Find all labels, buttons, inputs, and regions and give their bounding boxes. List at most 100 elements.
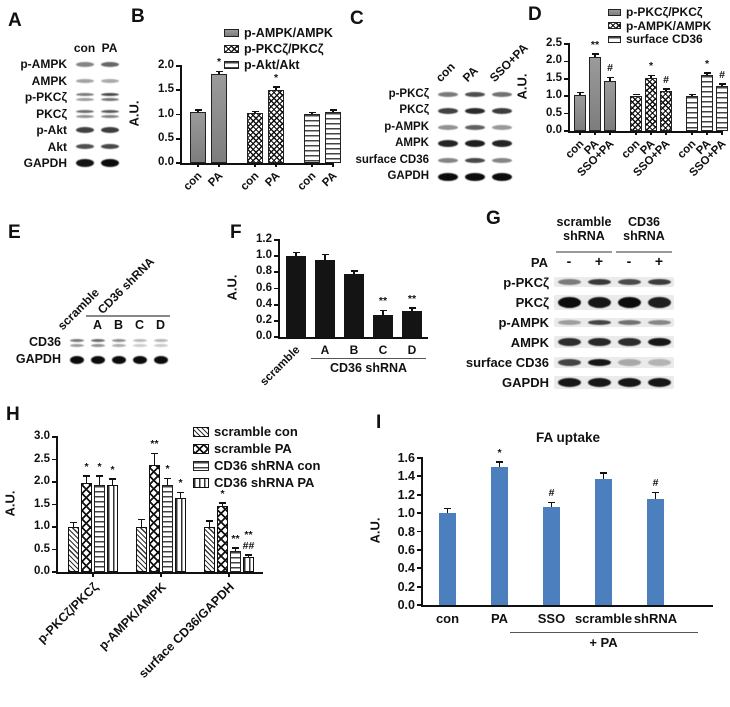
x-tick-label: shRNA [633, 611, 678, 626]
error-bar-cap [329, 109, 337, 111]
y-tick [416, 457, 423, 459]
y-tick-label: 0.2 [397, 579, 415, 594]
x-axis [568, 131, 722, 133]
blot-row-label: AMPK [31, 73, 67, 88]
y-tick-label: 0.0 [256, 330, 272, 342]
error-bar-whisker [498, 462, 501, 468]
y-tick [563, 60, 570, 63]
bar [230, 550, 241, 572]
y-tick [51, 526, 58, 528]
y-tick [273, 239, 280, 241]
blot-lane [72, 144, 97, 150]
blot-lane [150, 338, 171, 347]
y-tick-label: 2.5 [34, 452, 50, 465]
x-axis [421, 605, 713, 607]
blot-row-label: PKCζ [399, 104, 429, 116]
bar [439, 513, 456, 605]
blot-lane [66, 355, 87, 364]
y-tick-label: 1.4 [397, 469, 415, 484]
significance-label: ** [150, 438, 159, 451]
panel-c-blot: p-PKCζ PKCζ p-AMPK AMPK surface CD36 GAPDH [350, 86, 520, 185]
blot-lane [434, 107, 461, 114]
blot-band [491, 107, 512, 114]
error-bar-whisker [166, 479, 169, 485]
panel-e-label: E [8, 222, 21, 243]
blot-row: surface CD36 [350, 152, 520, 169]
y-tick-label: 1.2 [397, 487, 415, 502]
blot-band [557, 358, 581, 366]
significance-label: * [97, 460, 102, 473]
blot-lane [614, 377, 644, 387]
panel-g-pa-row-label: PA [530, 255, 548, 270]
blot-band [587, 319, 611, 325]
blot-lane [129, 338, 150, 347]
panel-g-group-scramble-shrna: scramble shRNA [556, 215, 612, 244]
x-axis [180, 163, 332, 165]
bar [190, 111, 206, 163]
significance-label: # [652, 476, 659, 489]
significance-label: # [663, 73, 669, 86]
blot-lanes [554, 277, 674, 287]
x-tick-label: C [378, 343, 388, 357]
significance-label: * [273, 71, 279, 84]
blot-lane [488, 157, 515, 163]
blot-band [491, 124, 512, 130]
blot-row-label: GAPDH [387, 170, 429, 182]
blot-lane [87, 355, 108, 364]
blot-lane [644, 377, 674, 387]
blot-lane [614, 296, 644, 308]
blot-row-label: PKCζ [36, 106, 67, 121]
group-underline [311, 358, 426, 360]
blot-lane [97, 127, 122, 134]
blot-row-label: CD36 [29, 335, 61, 350]
blot-band [557, 338, 581, 346]
legend-swatch [193, 477, 209, 488]
legend-swatch [193, 426, 209, 437]
x-tick [650, 131, 652, 135]
blot-band [90, 343, 105, 347]
bar [574, 94, 586, 131]
blot-lanes [72, 144, 122, 150]
blot-lane [488, 91, 515, 97]
blot-row: PKCζ [4, 106, 134, 123]
y-tick-label: 0.8 [397, 524, 415, 539]
panel-g-label: G [486, 208, 501, 229]
blot-row: GAPDH [350, 169, 520, 186]
blot-lane [584, 296, 614, 308]
blot-lanes [434, 107, 515, 114]
blot-lanes [66, 338, 171, 347]
blot-band [75, 61, 94, 67]
blot-lanes [434, 172, 515, 181]
y-tick [175, 113, 182, 116]
blot-band [647, 319, 671, 325]
significance-label: * [497, 446, 502, 459]
error-bar-cap [83, 475, 90, 477]
blot-band [153, 343, 168, 347]
blot-band [491, 172, 512, 181]
blot-row-label: AMPK [510, 334, 549, 350]
y-tick-label: 1.2 [256, 233, 272, 245]
cd36-shrna-underline [616, 251, 672, 253]
y-tick [273, 287, 280, 290]
error-bar-whisker [111, 479, 114, 486]
x-tick [594, 131, 596, 135]
y-tick-label: 0.0 [158, 156, 174, 168]
blot-band [69, 343, 84, 347]
bar [217, 505, 228, 572]
blot-lane [97, 159, 122, 168]
blot-band [75, 78, 94, 83]
error-bar-cap [251, 110, 259, 113]
y-tick [51, 571, 58, 573]
blot-band [647, 296, 671, 308]
blot-row: AMPK [462, 332, 682, 352]
legend-item: CD36 shRNA con [193, 458, 320, 473]
bar [491, 467, 508, 605]
y-tick [563, 130, 570, 132]
error-bar-whisker [550, 503, 553, 507]
blot-lane [584, 338, 614, 346]
blot-lanes [434, 124, 515, 130]
legend-item: p-PKCζ/PKCζ [224, 42, 324, 56]
error-bar-whisker [295, 252, 297, 257]
